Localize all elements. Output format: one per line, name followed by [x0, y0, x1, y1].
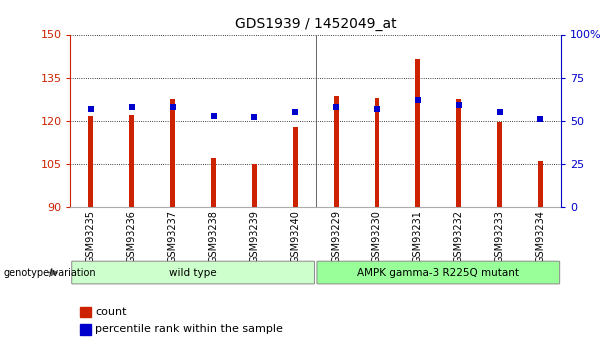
- Bar: [333, 96, 338, 207]
- Bar: [456, 99, 461, 207]
- Text: genotype/variation: genotype/variation: [3, 268, 96, 277]
- Text: AMPK gamma-3 R225Q mutant: AMPK gamma-3 R225Q mutant: [357, 268, 519, 277]
- Bar: [129, 115, 134, 207]
- Bar: [375, 98, 379, 207]
- Bar: [80, 307, 91, 317]
- FancyBboxPatch shape: [317, 261, 560, 284]
- Bar: [170, 99, 175, 207]
- Bar: [293, 127, 298, 207]
- Bar: [252, 164, 257, 207]
- FancyBboxPatch shape: [72, 261, 314, 284]
- Bar: [416, 59, 421, 207]
- Bar: [538, 161, 543, 207]
- Text: percentile rank within the sample: percentile rank within the sample: [95, 325, 283, 334]
- Bar: [80, 324, 91, 335]
- Bar: [88, 117, 93, 207]
- Bar: [211, 158, 216, 207]
- Title: GDS1939 / 1452049_at: GDS1939 / 1452049_at: [235, 17, 397, 31]
- Text: wild type: wild type: [169, 268, 217, 277]
- Text: count: count: [95, 307, 126, 317]
- Bar: [497, 122, 502, 207]
